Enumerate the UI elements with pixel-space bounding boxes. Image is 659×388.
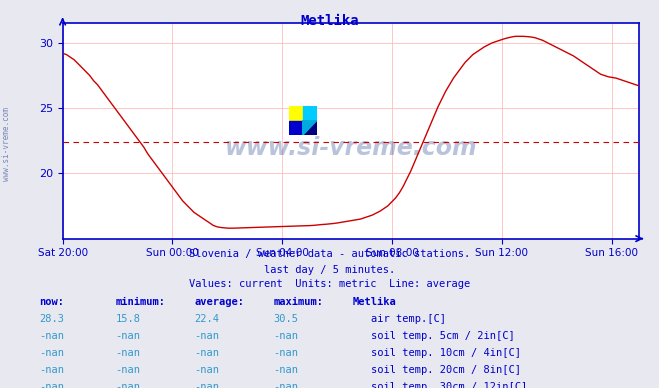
Text: -nan: -nan [273,382,299,388]
Text: www.si-vreme.com: www.si-vreme.com [2,107,11,180]
Text: www.si-vreme.com: www.si-vreme.com [225,136,477,160]
Text: maximum:: maximum: [273,297,324,307]
Bar [289,121,302,135]
Text: -nan: -nan [40,382,65,388]
Text: 30.5: 30.5 [273,314,299,324]
Text: -nan: -nan [115,382,140,388]
Text: -nan: -nan [40,331,65,341]
Text: -nan: -nan [115,348,140,358]
Text: 15.8: 15.8 [115,314,140,324]
Text: -nan: -nan [273,331,299,341]
Text: -nan: -nan [194,348,219,358]
Text: -nan: -nan [115,365,140,375]
Text: 22.4: 22.4 [194,314,219,324]
Text: soil temp. 30cm / 12in[C]: soil temp. 30cm / 12in[C] [371,382,527,388]
Text: Slovenia / weather data - automatic stations.: Slovenia / weather data - automatic stat… [189,249,470,259]
Bar [289,106,302,121]
Text: soil temp. 10cm / 4in[C]: soil temp. 10cm / 4in[C] [371,348,521,358]
Text: air temp.[C]: air temp.[C] [371,314,446,324]
Text: now:: now: [40,297,65,307]
Text: -nan: -nan [194,365,219,375]
Text: -nan: -nan [194,382,219,388]
Text: last day / 5 minutes.: last day / 5 minutes. [264,265,395,275]
Text: soil temp. 5cm / 2in[C]: soil temp. 5cm / 2in[C] [371,331,515,341]
Polygon shape [302,121,316,135]
Text: -nan: -nan [194,331,219,341]
Text: -nan: -nan [115,331,140,341]
Text: Values: current  Units: metric  Line: average: Values: current Units: metric Line: aver… [189,279,470,289]
Text: Metlika: Metlika [301,14,358,28]
Text: minimum:: minimum: [115,297,165,307]
Text: -nan: -nan [273,348,299,358]
Text: average:: average: [194,297,244,307]
Text: 28.3: 28.3 [40,314,65,324]
Text: -nan: -nan [273,365,299,375]
Bar [302,106,316,121]
Text: Metlika: Metlika [353,297,396,307]
Polygon shape [302,121,316,135]
Text: soil temp. 20cm / 8in[C]: soil temp. 20cm / 8in[C] [371,365,521,375]
Text: -nan: -nan [40,365,65,375]
Text: -nan: -nan [40,348,65,358]
